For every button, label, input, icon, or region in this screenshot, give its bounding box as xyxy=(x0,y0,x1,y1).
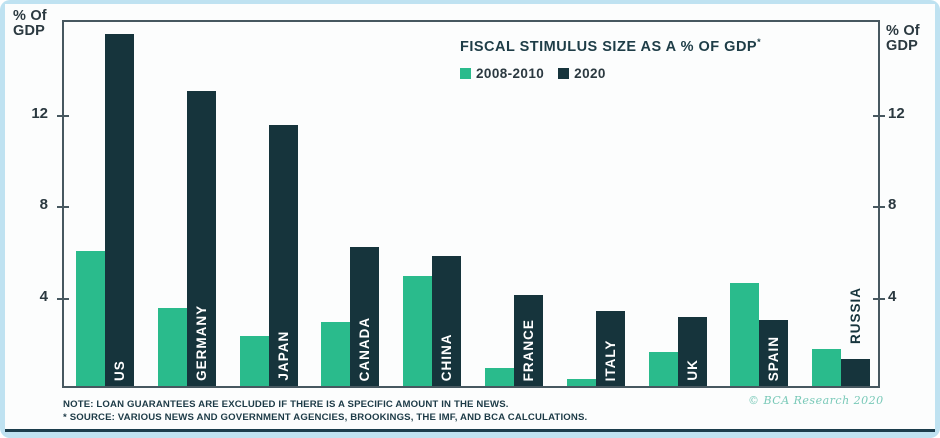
legend-item-2008-2010: 2008-2010 xyxy=(460,66,544,81)
bar-uk-2020 xyxy=(677,317,707,386)
y-tick-label-right-8: 8 xyxy=(888,196,897,214)
y-tick-label-left-12: 12 xyxy=(31,104,48,122)
y-tick-label-left-8: 8 xyxy=(39,196,48,214)
bar-germany-2020 xyxy=(186,91,216,386)
bar-canada-2008-2010 xyxy=(321,322,351,386)
y-tick-mark-right-8 xyxy=(873,206,885,209)
bar-china-2008-2010 xyxy=(403,276,433,386)
plot-area: FISCAL STIMULUS SIZE AS A % OF GDP* 2008… xyxy=(57,20,885,388)
bar-france-2020 xyxy=(513,294,543,386)
y-tick-mark-left-4 xyxy=(57,297,69,300)
country-label-france: FRANCE xyxy=(520,318,536,381)
bar-canada-2020 xyxy=(350,246,380,386)
bar-italy-2008-2010 xyxy=(566,379,596,386)
legend-label-2020: 2020 xyxy=(574,66,606,81)
bar-russia-2020 xyxy=(841,358,871,386)
y-axis-label-right-line2: GDP xyxy=(886,38,919,54)
y-tick-mark-right-4 xyxy=(873,297,885,300)
country-label-russia: RUSSIA xyxy=(848,287,864,345)
y-axis-label-left-line1: % Of xyxy=(13,8,47,24)
y-tick-label-right-12: 12 xyxy=(888,104,905,122)
bar-uk-2008-2010 xyxy=(648,351,678,386)
bar-spain-2008-2010 xyxy=(730,283,760,386)
y-tick-label-right-4: 4 xyxy=(888,287,897,305)
country-label-spain: SPAIN xyxy=(766,335,782,381)
footnotes: NOTE: LOAN GUARANTEES ARE EXCLUDED IF TH… xyxy=(63,399,587,424)
frame-bottom-rule xyxy=(5,429,935,432)
country-label-china: CHINA xyxy=(439,333,455,381)
bar-france-2008-2010 xyxy=(484,367,514,386)
country-label-japan: JAPAN xyxy=(275,331,291,381)
chart-title: FISCAL STIMULUS SIZE AS A % OF GDP* xyxy=(460,37,761,55)
y-axis-label-left: % Of GDP xyxy=(13,9,47,39)
bar-japan-2020 xyxy=(268,125,298,386)
y-tick-mark-right-12 xyxy=(873,114,885,117)
footnote-line1: NOTE: LOAN GUARANTEES ARE EXCLUDED IF TH… xyxy=(63,399,509,410)
legend-item-2020: 2020 xyxy=(558,66,606,81)
y-axis-label-left-line2: GDP xyxy=(13,23,46,39)
chart-legend: 2008-2010 2020 xyxy=(460,66,606,81)
legend-swatch-2008-2010 xyxy=(460,68,471,79)
country-label-italy: ITALY xyxy=(602,339,618,381)
y-tick-mark-left-12 xyxy=(57,114,69,117)
bar-us-2008-2010 xyxy=(75,251,105,386)
bar-italy-2020 xyxy=(595,310,625,386)
chart-title-text: FISCAL STIMULUS SIZE AS A % OF GDP xyxy=(460,38,758,55)
bar-us-2020 xyxy=(104,34,134,386)
y-tick-mark-left-8 xyxy=(57,206,69,209)
footnote-line2: * SOURCE: VARIOUS NEWS AND GOVERNMENT AG… xyxy=(63,411,588,423)
country-label-uk: UK xyxy=(684,359,700,382)
bar-russia-2008-2010 xyxy=(812,349,842,386)
y-axis-label-right: % Of GDP xyxy=(886,24,920,54)
bar-germany-2008-2010 xyxy=(157,308,187,386)
country-label-germany: GERMANY xyxy=(193,304,209,381)
chart-title-footnote-marker: * xyxy=(757,37,762,47)
country-label-us: US xyxy=(111,360,127,381)
bar-japan-2008-2010 xyxy=(239,335,269,386)
bar-china-2020 xyxy=(432,255,462,386)
legend-swatch-2020 xyxy=(558,68,570,79)
country-label-canada: CANADA xyxy=(357,316,373,382)
y-axis-label-right-line1: % Of xyxy=(886,23,920,39)
legend-label-2008-2010: 2008-2010 xyxy=(476,66,545,81)
copyright-text: © BCA Research 2020 xyxy=(748,394,884,407)
bar-spain-2020 xyxy=(759,319,789,386)
y-tick-label-left-4: 4 xyxy=(39,287,48,305)
